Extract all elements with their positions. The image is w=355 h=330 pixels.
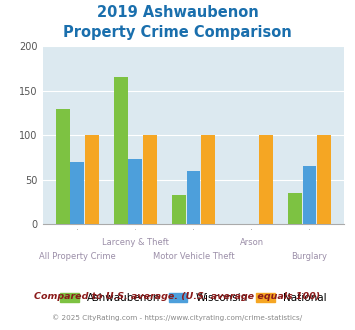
Text: © 2025 CityRating.com - https://www.cityrating.com/crime-statistics/: © 2025 CityRating.com - https://www.city… (53, 314, 302, 321)
Text: Larceny & Theft: Larceny & Theft (102, 238, 169, 247)
Text: All Property Crime: All Property Crime (39, 252, 116, 261)
Bar (143, 135, 157, 224)
Bar (70, 162, 84, 224)
Bar (317, 135, 331, 224)
Bar (56, 109, 70, 224)
Bar (302, 167, 317, 224)
Bar (201, 135, 215, 224)
Legend: Ashwaubenon, Wisconsin, National: Ashwaubenon, Wisconsin, National (56, 288, 331, 307)
Text: Arson: Arson (239, 238, 263, 247)
Text: Burglary: Burglary (291, 252, 328, 261)
Bar (85, 135, 99, 224)
Text: Motor Vehicle Theft: Motor Vehicle Theft (153, 252, 234, 261)
Text: 2019 Ashwaubenon: 2019 Ashwaubenon (97, 5, 258, 20)
Bar (172, 195, 186, 224)
Bar (129, 159, 142, 224)
Bar (114, 77, 128, 224)
Text: Compared to U.S. average. (U.S. average equals 100): Compared to U.S. average. (U.S. average … (34, 292, 321, 301)
Text: Property Crime Comparison: Property Crime Comparison (63, 25, 292, 40)
Bar (288, 193, 302, 224)
Bar (259, 135, 273, 224)
Bar (186, 171, 201, 224)
